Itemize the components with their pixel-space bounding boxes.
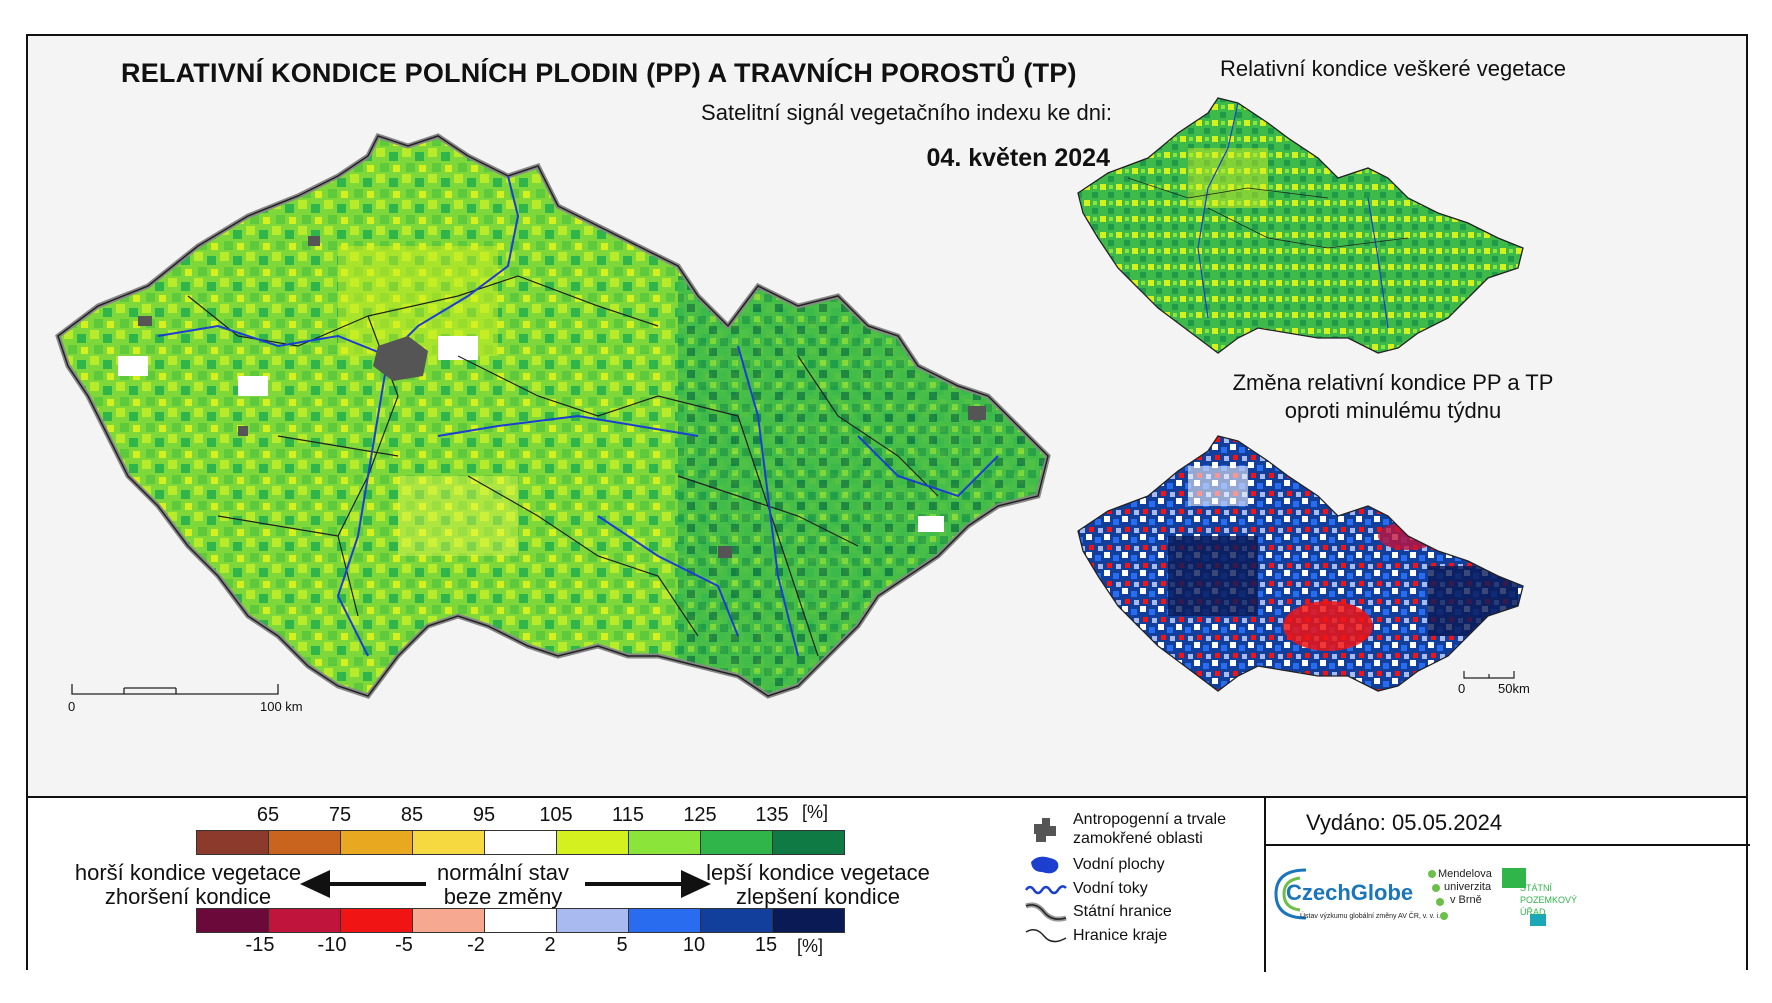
- legend-panel: 65 75 85 95 105 115 125 135 [%] horší ko…: [28, 796, 1750, 972]
- inset-bottom-title-line1: Změna relativní kondice PP a TP: [1232, 370, 1554, 395]
- arrow-left-icon: [300, 870, 426, 898]
- condition-color-swatch: [700, 830, 773, 855]
- inset-bottom-title-line2: oproti minulému týdnu: [1284, 398, 1502, 423]
- condition-tick: 65: [256, 804, 280, 826]
- change-tick: -15: [245, 934, 275, 956]
- change-tick: 5: [616, 934, 628, 956]
- change-color-swatch: [268, 908, 341, 933]
- inset-scale-start: 0: [1458, 681, 1466, 696]
- change-color-swatch: [484, 908, 557, 933]
- change-tick: -5: [395, 934, 413, 956]
- water-body-icon: [1031, 856, 1059, 874]
- inset-bottom-map: [1077, 435, 1524, 692]
- change-unit: [%]: [796, 936, 824, 956]
- condition-tick: 135: [755, 804, 789, 826]
- mendel-logo-line1: Mendelova: [1438, 868, 1492, 880]
- worse-label-line1: horší kondice vegetace: [74, 860, 302, 885]
- map-frame: RELATIVNÍ KONDICE POLNÍCH PLODIN (PP) A …: [26, 34, 1750, 972]
- mendel-logo-line3: v Brně: [1450, 894, 1482, 906]
- condition-color-swatch: [484, 830, 557, 855]
- change-tick: 10: [682, 934, 706, 956]
- condition-tick: 95: [472, 804, 496, 826]
- mendel-logo-icon: [1428, 870, 1448, 920]
- river-icon: [1024, 885, 1067, 895]
- condition-color-swatch: [340, 830, 413, 855]
- change-color-swatch: [628, 908, 701, 933]
- issued-divider: [1264, 844, 1750, 846]
- spu-logo-line3: ÚŘAD: [1520, 907, 1546, 917]
- change-tick: 2: [544, 934, 556, 956]
- spu-logo-line1: STÁTNÍ: [1520, 883, 1553, 893]
- urban-area-icon: [1034, 818, 1056, 842]
- main-map: [55, 132, 1051, 699]
- water-body-label: Vodní plochy: [1073, 856, 1165, 873]
- condition-color-swatch: [196, 830, 269, 855]
- issued-date: Vydáno: 05.05.2024: [1306, 810, 1503, 835]
- river-label: Vodní toky: [1073, 880, 1148, 897]
- condition-color-swatch: [772, 830, 845, 855]
- map-date: 04. květen 2024: [926, 144, 1110, 172]
- change-tick: -2: [467, 934, 485, 956]
- state-border-label: Státní hranice: [1073, 903, 1172, 920]
- change-colorbar: [196, 908, 845, 933]
- map-title: RELATIVNÍ KONDICE POLNÍCH PLODIN (PP) A …: [121, 58, 1077, 88]
- mendel-logo-line2: univerzita: [1444, 881, 1492, 893]
- worse-label-line2: zhoršení kondice: [104, 884, 272, 909]
- arrow-right-icon: [585, 870, 711, 898]
- condition-tick: 115: [612, 804, 644, 826]
- main-scale-start: 0: [68, 699, 76, 714]
- inset-top-map: [1077, 97, 1524, 354]
- condition-color-swatch: [412, 830, 485, 855]
- spu-logo-line2: POZEMKOVÝ: [1520, 895, 1578, 905]
- condition-colorbar: [196, 830, 845, 855]
- condition-color-swatch: [556, 830, 629, 855]
- condition-tick: 125: [683, 804, 717, 826]
- better-label-line2: zlepšení kondice: [736, 884, 900, 909]
- main-scale-end: 100 km: [260, 699, 303, 714]
- inset-top-title: Relativní kondice veškeré vegetace: [1219, 56, 1567, 81]
- normal-label-line2: beze změny: [443, 884, 563, 909]
- change-color-swatch: [196, 908, 269, 933]
- condition-tick: 85: [400, 804, 424, 826]
- change-tick: 15: [754, 934, 778, 956]
- change-color-swatch: [700, 908, 773, 933]
- spu-logo-icon: [1502, 868, 1546, 926]
- condition-color-swatch: [628, 830, 701, 855]
- czechglobe-logo-sub: Ústav výzkumu globální změny AV ČR, v. v…: [1300, 913, 1441, 920]
- normal-label-line1: normální stav: [436, 860, 570, 885]
- change-color-swatch: [340, 908, 413, 933]
- condition-unit: [%]: [801, 802, 829, 822]
- change-color-swatch: [412, 908, 485, 933]
- region-border-icon: [1025, 929, 1067, 943]
- legend-divider: [1264, 798, 1266, 972]
- better-label-line1: lepší kondice vegetace: [706, 860, 930, 885]
- condition-tick: 105: [539, 804, 573, 826]
- region-border-label: Hranice kraje: [1073, 927, 1168, 944]
- state-border-icon: [1025, 902, 1067, 922]
- inset-scale-end: 50km: [1498, 681, 1530, 696]
- map-subtitle: Satelitní signál vegetačního indexu ke d…: [701, 100, 1112, 125]
- condition-color-swatch: [268, 830, 341, 855]
- urban-area-label-line1: Antropogenní a trvale: [1073, 811, 1226, 828]
- czechglobe-logo-icon: [1274, 868, 1307, 920]
- change-color-swatch: [772, 908, 845, 933]
- czechglobe-logo: CzechGlobe: [1286, 880, 1414, 905]
- change-tick: -10: [317, 934, 347, 956]
- condition-tick: 75: [328, 804, 352, 826]
- change-color-swatch: [556, 908, 629, 933]
- urban-area-label-line2: zamokřené oblasti: [1073, 830, 1203, 847]
